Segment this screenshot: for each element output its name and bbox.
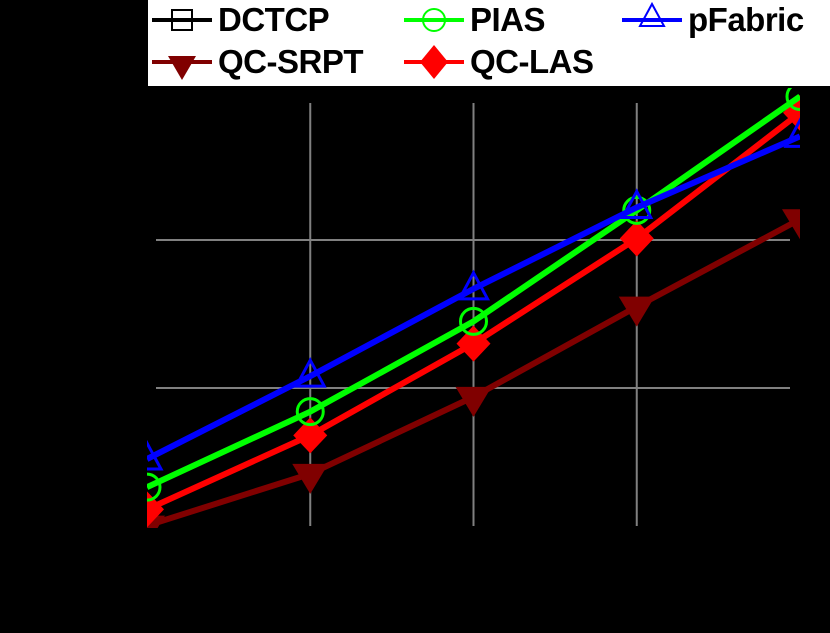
legend: DCTCP PIAS pFabric QC-SRPT [148,0,830,86]
circle-open-marker-icon [295,397,325,427]
square-open-icon [152,9,212,31]
legend-label: PIAS [470,1,546,38]
series-qc-srpt [147,209,800,528]
triangle-down-filled-icon [152,56,212,80]
series-pfabric [147,117,800,471]
legend-label: DCTCP [218,1,330,38]
legend-item-pias: PIAS [402,0,546,40]
circle-open-marker-icon [785,88,800,111]
circle-open-marker-icon [147,472,162,502]
diamond-filled-marker-icon [293,417,328,454]
diamond-filled-marker-icon [619,220,654,257]
triangle-down-filled-marker-icon [618,296,655,327]
legend-label: QC-LAS [470,43,594,80]
legend-label: QC-SRPT [218,43,364,80]
legend-item-pfabric: pFabric [620,0,804,40]
triangle-down-filled-marker-icon [292,463,329,494]
triangle-up-open-marker-icon [147,439,164,471]
series-line [147,133,800,462]
diamond-filled-icon [404,45,464,79]
circle-open-marker-icon [459,306,488,336]
legend-label: pFabric [688,1,804,38]
series-qc-las [147,94,800,528]
series-group [147,88,800,528]
legend-item-qc-las: QC-LAS [402,42,594,82]
triangle-up-open-marker-icon [783,117,800,148]
legend-item-qc-srpt: QC-SRPT [150,42,364,82]
triangle-up-open-marker-icon [293,356,327,388]
series-line [147,93,800,490]
series-pias [147,88,800,502]
diamond-filled-marker-icon [783,94,800,131]
triangle-down-filled-marker-icon [782,209,800,240]
circle-open-icon [404,8,464,32]
circle-open-marker-icon [622,195,652,225]
triangle-down-filled-marker-icon [455,386,492,417]
triangle-up-open-marker-icon [456,269,491,301]
diamond-filled-marker-icon [456,325,491,362]
triangle-up-open-icon [622,1,682,27]
triangle-up-open-marker-icon [620,188,654,219]
legend-item-dctcp: DCTCP [150,0,330,40]
